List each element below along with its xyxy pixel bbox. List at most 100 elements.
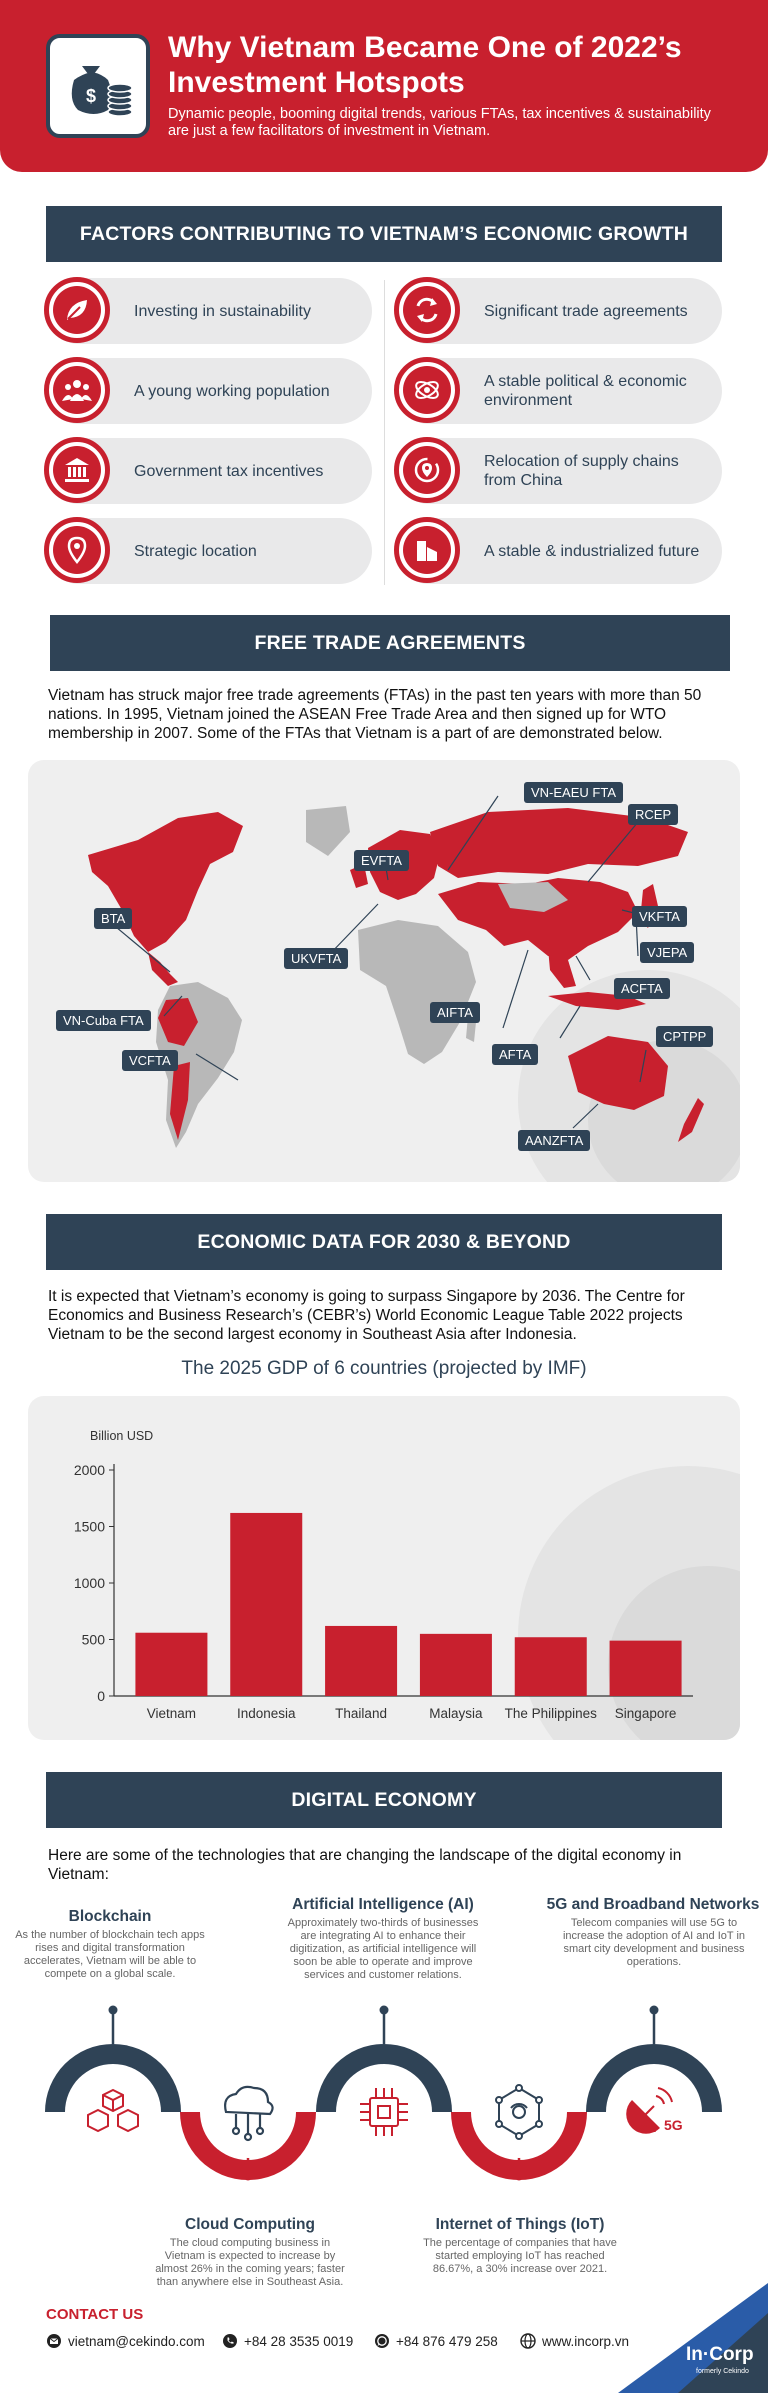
gdp-bar-chart: Billion USD 0 500 1000 1500 2000 Vietnam Indo… [74, 1429, 740, 1740]
digital-timeline-graphic: 5G [45, 2005, 722, 2181]
brand-name-part2: Corp [709, 2344, 754, 2365]
factor-item: A stable & industrialized future [394, 517, 722, 584]
tech-title-5g: 5G and Broadband Networks [546, 1896, 760, 1913]
fta-label: VN-EAEU FTA [524, 782, 623, 803]
fta-label: UKVFTA [284, 948, 349, 969]
factor-label: Strategic location [134, 542, 257, 560]
factor-item: A young working population [44, 357, 372, 424]
people-group-icon [62, 380, 92, 401]
incorp-logo: In·Corp [686, 2344, 754, 2365]
chart-bar [325, 1625, 398, 1696]
tech-title-iot: Internet of Things (IoT) [435, 2216, 605, 2233]
brand-name-part1: In [686, 2344, 703, 2365]
location-cycle-icon [414, 457, 440, 483]
chart-y-tick-label: 1500 [74, 1519, 105, 1535]
iot-network-icon [495, 2084, 543, 2140]
factors-divider [384, 280, 385, 585]
fta-label: VJEPA [640, 942, 695, 963]
tech-desc-5g: Telecom companies will use 5G to increas… [562, 1917, 746, 1968]
whatsapp-icon [375, 2334, 389, 2348]
factor-item: Strategic location [44, 517, 372, 584]
exchange-arrows-icon [416, 297, 438, 323]
chart-y-tick-label: 500 [82, 1632, 106, 1648]
tech-title-ai: Artificial Intelligence (AI) [292, 1896, 474, 1913]
chart-y-tick-label: 0 [97, 1688, 105, 1704]
contact-website[interactable]: www.incorp.vn [520, 2333, 629, 2349]
brand-tagline: formerly Cekindo [696, 2368, 749, 2375]
header-banner: $ Why Vietnam Became One of 2022’s Inves… [0, 0, 768, 172]
factor-label: Investing in sustainability [134, 302, 311, 320]
fta-label: AANZFTA [518, 1130, 591, 1151]
tech-desc-blockchain: As the number of blockchain tech apps ri… [15, 1929, 205, 1980]
page-title: Why Vietnam Became One of 2022’s Investm… [168, 31, 682, 99]
industry-building-icon [417, 541, 437, 561]
chart-x-tick-label: Singapore [615, 1706, 677, 1721]
globe-icon [520, 2333, 536, 2349]
chart-title: The 2025 GDP of 6 countries (projected b… [181, 1358, 587, 1379]
chart-bar [230, 1512, 303, 1696]
page-subtitle: Dynamic people, booming digital trends, … [168, 106, 711, 139]
money-bag-coins-icon: $ [71, 66, 133, 117]
chart-bar [419, 1633, 492, 1696]
tech-desc-ai: Approximately two-thirds of businesses a… [287, 1917, 479, 1981]
orbit-icon [415, 381, 439, 399]
fta-label: VKFTA [632, 906, 687, 927]
factor-label: Government tax incentives [134, 462, 324, 480]
tech-title-blockchain: Blockchain [68, 1908, 152, 1925]
fta-paragraph: Vietnam has struck major free trade agre… [48, 687, 702, 742]
chart-y-tick-label: 1000 [74, 1575, 105, 1591]
factor-label: Significant trade agreements [484, 302, 688, 320]
government-building-icon [65, 458, 89, 482]
factor-item: Government tax incentives [44, 437, 372, 504]
svg-text:$: $ [86, 86, 96, 106]
cloud-network-icon [224, 2085, 274, 2142]
ai-chip-icon [360, 2088, 408, 2136]
tech-desc-cloud: The cloud computing business in Vietnam … [155, 2237, 345, 2288]
contact-whatsapp-text[interactable]: +84 876 479 258 [396, 2333, 498, 2349]
digital-heading: DIGITAL ECONOMY [46, 1772, 722, 1828]
blockchain-cubes-icon [87, 2088, 139, 2133]
contact-email[interactable]: vietnam@cekindo.com [46, 2333, 205, 2349]
factor-label: A young working population [134, 382, 330, 400]
factor-item: Investing in sustainability [44, 277, 372, 344]
fta-world-map: VN-EAEU FTA RCEP EVFTA BTA VKFTA VJEPA U… [28, 760, 740, 1182]
chart-x-tick-label: Vietnam [147, 1706, 196, 1721]
world-map-graphic [88, 795, 740, 1182]
chart-x-tick-label: Malaysia [429, 1706, 483, 1721]
factor-label: A stable political & economic environmen… [484, 373, 687, 409]
factor-item: Relocation of supply chains from China [394, 437, 722, 504]
fta-label: VCFTA [122, 1050, 178, 1071]
fta-heading: FREE TRADE AGREEMENTS [50, 615, 730, 671]
contact-email-text[interactable]: vietnam@cekindo.com [68, 2333, 205, 2349]
chart-bar [609, 1640, 682, 1696]
factor-item: A stable political & economic environmen… [394, 357, 722, 424]
chart-bar [135, 1632, 208, 1696]
factor-label: A stable & industrialized future [484, 542, 700, 560]
email-icon [47, 2334, 61, 2348]
factor-label: Relocation of supply chains from China [484, 453, 679, 489]
chart-x-tick-label: The Philippines [505, 1706, 598, 1721]
fta-label: EVFTA [354, 850, 409, 871]
contact-phone-text[interactable]: +84 28 3535 0019 [244, 2333, 354, 2349]
economic-paragraph: It is expected that Vietnam’s economy is… [48, 1288, 685, 1343]
contact-whatsapp[interactable]: +84 876 479 258 [374, 2333, 498, 2349]
contact-heading: CONTACT US [46, 2306, 144, 2323]
chart-ylabel: Billion USD [90, 1429, 153, 1443]
contact-website-text[interactable]: www.incorp.vn [542, 2333, 630, 2349]
factor-item: Significant trade agreements [394, 277, 722, 344]
chart-y-tick-label: 2000 [74, 1462, 105, 1478]
fta-label: CPTPP [656, 1026, 714, 1047]
fta-label: AFTA [492, 1044, 539, 1065]
fta-label: RCEP [628, 804, 679, 825]
phone-icon [223, 2334, 237, 2348]
satellite-5g-icon [626, 2087, 673, 2134]
gdp-chart-panel: Billion USD 0 500 1000 1500 2000 Vietnam Indo… [28, 1396, 740, 1740]
fta-label: BTA [94, 908, 133, 929]
contact-phone[interactable]: +84 28 3535 0019 [222, 2333, 353, 2349]
fta-label: VN-Cuba FTA [56, 1010, 151, 1031]
5g-badge: 5G [664, 2117, 683, 2133]
logo-badge: $ [46, 34, 150, 138]
tech-desc-iot: The percentage of companies that have st… [423, 2237, 617, 2275]
map-pin-icon [67, 536, 87, 565]
chart-bar [514, 1637, 587, 1696]
